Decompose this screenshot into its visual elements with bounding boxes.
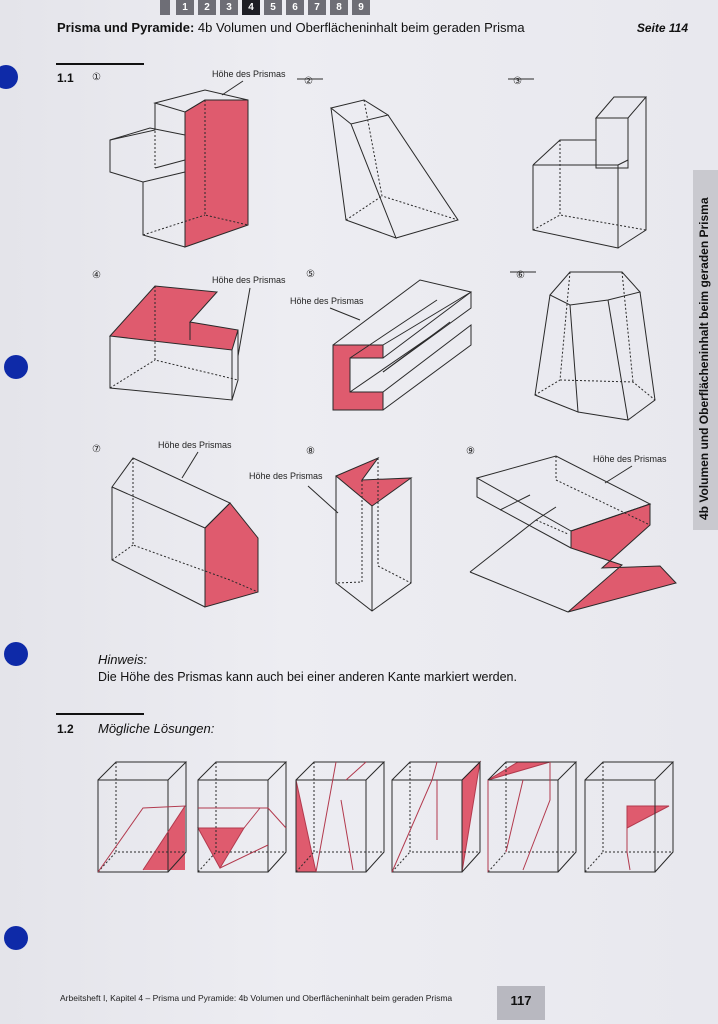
chapter-tab-4[interactable]: 4 [242,0,260,15]
figure-1-number: ① [92,72,101,83]
chapter-tabs: 1 2 3 4 5 6 7 8 9 [176,0,370,16]
figure-5-number: ⑤ [306,269,315,280]
chapter-tab-9[interactable]: 9 [352,0,370,15]
page-title-rest: 4b Volumen und Oberflächeninhalt beim ge… [197,20,525,35]
figure-4-height-label: Höhe des Prismas [212,275,286,285]
chapter-tab-2[interactable]: 2 [198,0,216,15]
section-title-1-2: Mögliche Lösungen: [98,721,215,736]
figure-6-number: ⑥ [516,270,525,281]
page-reference: Seite 114 [636,21,688,35]
figure-6: ⑥ [510,270,656,421]
figure-2: ② [297,76,459,239]
chapter-tab-8[interactable]: 8 [330,0,348,15]
figure-7-number: ⑦ [92,444,101,455]
tab-lead-mark [160,0,170,15]
solution-cube-5 [487,761,578,873]
footer-text: Arbeitsheft I, Kapitel 4 – Prisma und Py… [60,993,453,1003]
footer-page-number: 117 [510,993,532,1008]
punch-hole-1 [0,65,18,89]
prisma-figures: ① Höhe des Prismas ② [92,69,677,613]
solution-cube-4 [391,760,482,873]
solution-cubes [97,760,675,873]
chapter-tab-7[interactable]: 7 [308,0,326,15]
figure-4-number: ④ [92,270,101,281]
section-number-1-1: 1.1 [57,71,74,85]
figure-4: ④ Höhe des Prismas [92,270,286,401]
figure-9: ⑨ Höhe des Prismas [466,446,677,613]
chapter-tab-6[interactable]: 6 [286,0,304,15]
chapter-tab-5[interactable]: 5 [264,0,282,15]
solution-cube-1 [97,761,188,873]
figure-9-number: ⑨ [466,446,475,457]
figure-3: ③ [508,76,648,249]
hint-text: Die Höhe des Prismas kann auch bei einer… [98,670,517,684]
footer-page-box [497,986,545,1020]
figure-5-height-label: Höhe des Prismas [290,296,364,306]
figure-8-number: ⑧ [306,446,315,457]
side-tab [693,170,718,530]
page-title: Prisma und Pyramide: 4b Volumen und Ober… [57,20,525,35]
figure-8: ⑧ Höhe des Prismas [249,446,413,612]
figure-9-height-label: Höhe des Prismas [593,454,667,464]
solution-cube-3 [295,761,386,873]
page-title-bold: Prisma und Pyramide: [57,20,195,35]
figure-8-height-label: Höhe des Prismas [249,471,323,481]
figure-7-height-label: Höhe des Prismas [158,440,232,450]
figure-1-height-label: Höhe des Prismas [212,69,286,79]
punch-hole-4 [4,926,28,950]
solution-cube-6 [584,761,675,873]
section-rule-1-2 [56,713,144,715]
solution-cube-2 [197,761,288,873]
chapter-tab-3[interactable]: 3 [220,0,238,15]
figure-3-number: ③ [513,76,522,87]
figure-5: ⑤ Höhe des Prismas [290,269,473,411]
punch-hole-3 [4,642,28,666]
section-rule-1-1 [56,63,144,65]
chapter-tab-1[interactable]: 1 [176,0,194,15]
figure-7: ⑦ Höhe des Prismas [92,440,259,608]
hint-label: Hinweis: [98,652,148,667]
section-number-1-2: 1.2 [57,722,74,736]
figure-2-number: ② [304,76,313,87]
punch-hole-2 [4,355,28,379]
figure-1: ① Höhe des Prismas [92,69,286,248]
